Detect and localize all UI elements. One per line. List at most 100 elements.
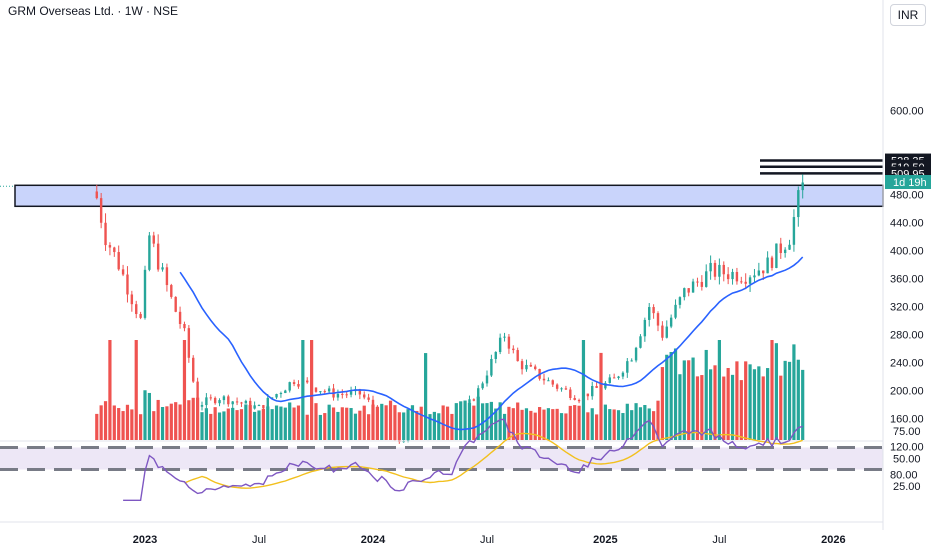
candle-body — [262, 405, 265, 409]
volume-bar — [595, 414, 599, 440]
candle-body — [297, 384, 300, 387]
volume-bar — [239, 409, 244, 440]
volume-bar — [682, 360, 686, 440]
candle-body — [753, 275, 756, 278]
volume-bar — [318, 414, 322, 440]
candle-body — [740, 281, 743, 283]
volume-bar — [349, 408, 353, 440]
candle-body — [156, 243, 160, 270]
volume-bar — [226, 408, 230, 440]
volume-bar — [191, 397, 195, 440]
candle-body — [498, 337, 502, 353]
candle-body — [275, 394, 278, 398]
bar-countdown-label: 1d 19h — [893, 177, 927, 189]
volume-bar — [112, 405, 116, 440]
candle-body — [481, 383, 484, 389]
volume-bar — [568, 405, 572, 440]
volume-bar — [748, 364, 752, 440]
rsi-tick-label: 75.00 — [893, 426, 921, 438]
candle-body — [135, 304, 138, 315]
candle-body — [520, 361, 524, 370]
volume-bar — [441, 405, 445, 440]
volume-bar — [160, 407, 165, 440]
volume-bar — [730, 374, 735, 440]
volume-bar — [520, 409, 524, 440]
volume-bar — [761, 376, 765, 440]
price-tick-label: 120.00 — [890, 441, 924, 453]
volume-bar — [143, 390, 147, 440]
volume-bar — [634, 403, 638, 440]
time-axis-label: 2023 — [133, 534, 157, 546]
candle-body — [428, 432, 432, 434]
rsi-tick-label: 25.00 — [893, 481, 921, 493]
volume-bar — [367, 414, 371, 440]
candle-body — [358, 389, 362, 395]
volume-bar — [283, 407, 287, 440]
candle-body — [459, 416, 462, 424]
candle-body — [757, 270, 761, 276]
volume-bar — [274, 405, 279, 440]
candle-body — [139, 314, 142, 318]
volume-bar — [121, 411, 125, 440]
volume-bar — [766, 368, 770, 440]
volume-bar — [292, 407, 296, 440]
price-tick-label: 480.00 — [890, 189, 924, 201]
candle-body — [341, 393, 344, 395]
candle-body — [656, 313, 660, 326]
candle-body — [393, 430, 397, 441]
volume-bar — [384, 405, 388, 440]
candle-body — [231, 401, 234, 405]
candle-body — [748, 277, 752, 284]
volume-bar — [345, 407, 349, 440]
candle-body — [599, 387, 603, 389]
candle-body — [327, 388, 331, 392]
candle-body — [718, 264, 721, 277]
candle-body — [288, 382, 291, 391]
candle-body — [472, 399, 476, 401]
candle-body — [249, 400, 252, 409]
volume-bar — [288, 402, 292, 440]
candle-body — [731, 271, 734, 280]
volume-bar — [279, 406, 283, 440]
volume-bar — [516, 402, 520, 440]
time-axis-label: Jul — [712, 534, 726, 546]
volume-bar — [704, 349, 708, 440]
candle-body — [209, 397, 212, 399]
candle-body — [99, 198, 103, 223]
volume-bar — [586, 412, 590, 440]
volume-bar — [757, 366, 761, 440]
candle-body — [301, 380, 305, 387]
candle-body — [586, 393, 590, 397]
volume-bar — [559, 413, 564, 440]
candle-body — [634, 347, 638, 361]
candle-body — [626, 361, 629, 373]
volume-bar — [217, 412, 222, 440]
candle-body — [218, 400, 221, 404]
candle-body — [564, 388, 568, 390]
volume-bar — [424, 353, 428, 440]
candle-body — [402, 441, 405, 443]
volume-bar — [244, 404, 248, 440]
volume-bar — [450, 413, 454, 440]
volume-bar — [410, 405, 415, 440]
candle-body — [104, 222, 107, 246]
candle-body — [284, 390, 287, 394]
currency-selector[interactable]: INR — [890, 4, 926, 26]
volume-bar — [147, 392, 151, 440]
candle-body — [612, 377, 616, 379]
candle-body — [205, 397, 208, 406]
volume-bar — [266, 406, 270, 440]
candle-body — [674, 304, 677, 318]
volume-bar — [406, 409, 410, 440]
candle-body — [420, 434, 423, 436]
volume-bar — [419, 406, 423, 440]
candle-body — [783, 249, 787, 254]
candle-body — [726, 274, 730, 280]
candle-body — [126, 274, 129, 295]
candle-body — [582, 393, 585, 402]
volume-bar — [489, 401, 493, 440]
volume-bar — [779, 375, 783, 440]
volume-bar — [125, 404, 130, 440]
candle-body — [477, 388, 480, 401]
